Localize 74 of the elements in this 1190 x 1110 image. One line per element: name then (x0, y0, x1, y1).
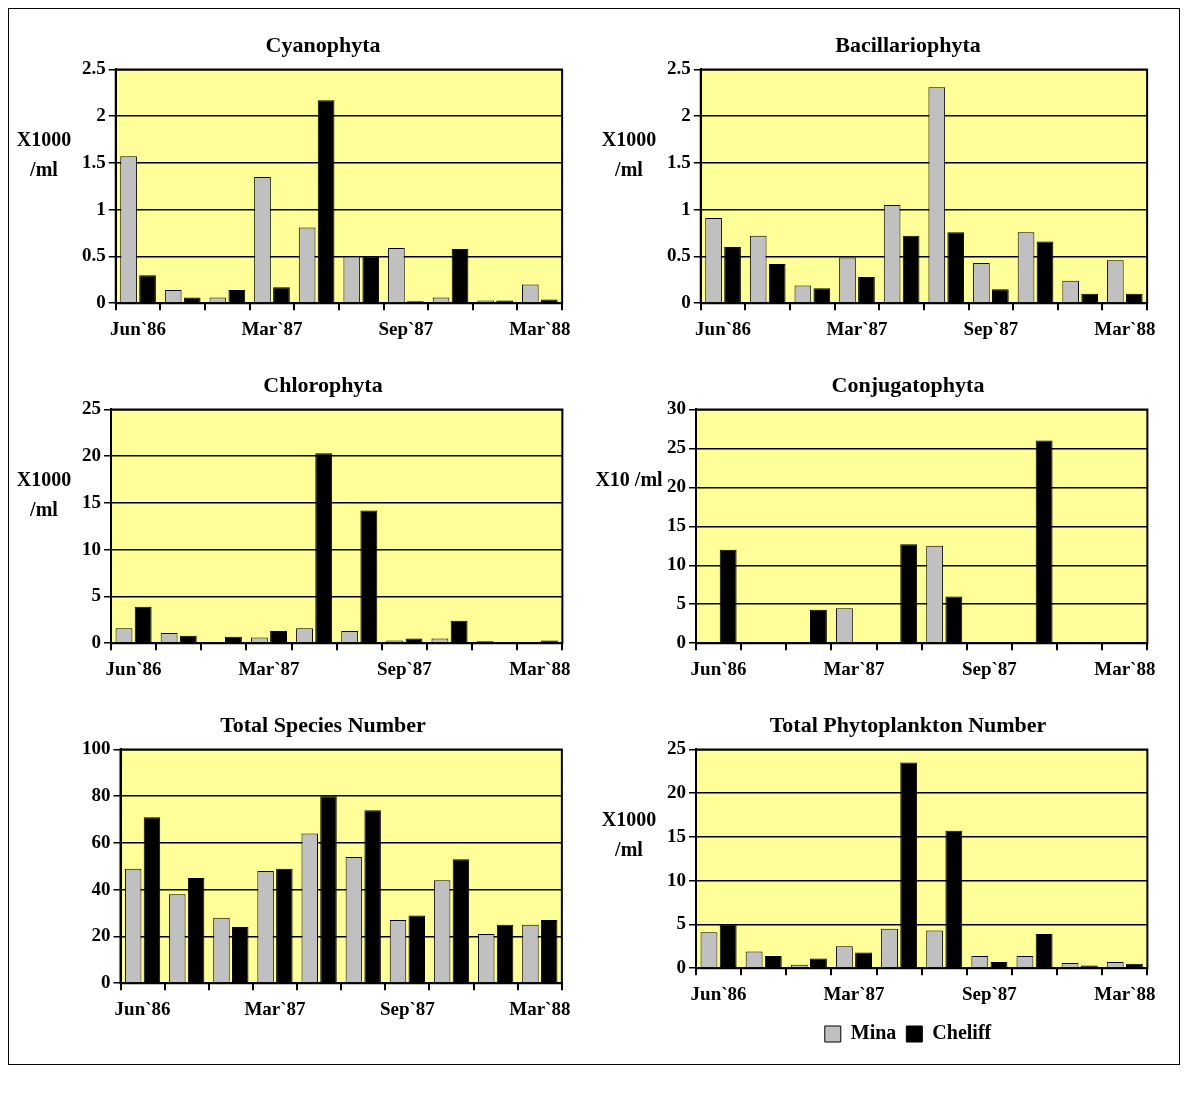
y-tick-label: 0 (681, 291, 691, 313)
chart-title: Total Species Number (220, 711, 427, 737)
x-tick-label: Sep`87 (961, 657, 1018, 679)
y-axis-title: X1000 /ml (16, 468, 72, 520)
y-tick-label: 0.5 (667, 244, 691, 266)
y-tick-label: 25 (82, 397, 101, 419)
x-tick-label: Sep`87 (963, 317, 1019, 339)
x-tick-label: Jun`86 (114, 997, 171, 1019)
y-tick-label: 25 (667, 436, 686, 458)
legend-label: Cheliff (932, 1021, 992, 1044)
y-tick-label: 1.5 (82, 150, 106, 172)
y-tick-label: 40 (91, 877, 111, 899)
chart-title: Total Phytoplankton Number (769, 711, 1047, 737)
y-tick-label: 2 (681, 104, 691, 126)
x-tick-label: Mar`87 (238, 657, 301, 679)
y-tick-label: 1.5 (667, 150, 691, 172)
x-tick-label: Jun`86 (690, 657, 747, 679)
y-axis-title: X1000 /ml (601, 808, 657, 860)
x-tick-label: Jun`86 (695, 317, 752, 339)
y-tick-label: 5 (676, 912, 686, 934)
x-tick-label: Mar`88 (1094, 317, 1156, 339)
x-tick-label: Mar`87 (241, 317, 304, 339)
y-tick-label: 0 (96, 291, 106, 313)
y-tick-label: 20 (82, 444, 101, 466)
y-tick-label: 1 (681, 197, 691, 219)
x-tick-label: Mar`88 (509, 657, 571, 679)
y-tick-label: 0 (676, 956, 686, 978)
y-axis-title: X10 /ml (595, 468, 663, 490)
y-tick-label: 0 (676, 631, 686, 653)
y-tick-label: 2.5 (82, 57, 106, 79)
x-tick-label: Mar`88 (1094, 982, 1156, 1004)
y-tick-label: 0.5 (82, 244, 106, 266)
x-tick-label: Mar`88 (509, 997, 571, 1019)
y-tick-label: 15 (667, 514, 686, 536)
y-tick-label: 10 (82, 537, 101, 559)
y-tick-label: 5 (91, 584, 101, 606)
x-tick-label: Mar`88 (1094, 657, 1156, 679)
x-tick-label: Jun`86 (105, 657, 162, 679)
x-tick-label: Sep`87 (379, 997, 436, 1019)
y-tick-label: 5 (676, 592, 686, 614)
y-tick-label: 2 (96, 104, 106, 126)
x-tick-label: Sep`87 (376, 657, 433, 679)
y-axis-title: X1000 /ml (601, 128, 657, 180)
y-tick-label: 20 (667, 781, 686, 803)
x-tick-label: Jun`86 (690, 982, 747, 1004)
y-tick-label: 15 (82, 490, 101, 512)
x-tick-label: Mar`87 (823, 657, 886, 679)
x-tick-label: Mar`87 (823, 982, 886, 1004)
x-tick-label: Jun`86 (110, 317, 167, 339)
x-tick-label: Sep`87 (378, 317, 434, 339)
chart-title: Chlorophyta (263, 371, 383, 397)
x-tick-label: Mar`88 (509, 317, 571, 339)
y-tick-label: 10 (667, 868, 686, 890)
y-tick-label: 80 (91, 784, 111, 806)
y-tick-label: 2.5 (667, 57, 691, 79)
x-tick-label: Mar`87 (244, 997, 307, 1019)
chart-title: Conjugatophyta (831, 371, 985, 397)
chart-title: Cyanophyta (265, 31, 381, 57)
legend-label: Mina (850, 1021, 897, 1044)
y-tick-label: 15 (667, 824, 686, 846)
y-tick-label: 10 (667, 553, 686, 575)
y-tick-label: 0 (101, 971, 111, 993)
y-axis-title: X1000 /ml (16, 128, 72, 180)
y-tick-label: 20 (667, 475, 686, 497)
x-tick-label: Mar`87 (826, 317, 889, 339)
y-tick-label: 20 (91, 924, 111, 946)
y-tick-label: 1 (96, 197, 106, 219)
y-tick-label: 0 (91, 631, 101, 653)
y-tick-label: 60 (91, 830, 111, 852)
y-tick-label: 30 (667, 397, 686, 419)
chart-title: Bacillariophyta (835, 31, 981, 57)
y-tick-label: 25 (667, 737, 686, 759)
y-tick-label: 100 (82, 737, 111, 759)
x-tick-label: Sep`87 (961, 982, 1018, 1004)
